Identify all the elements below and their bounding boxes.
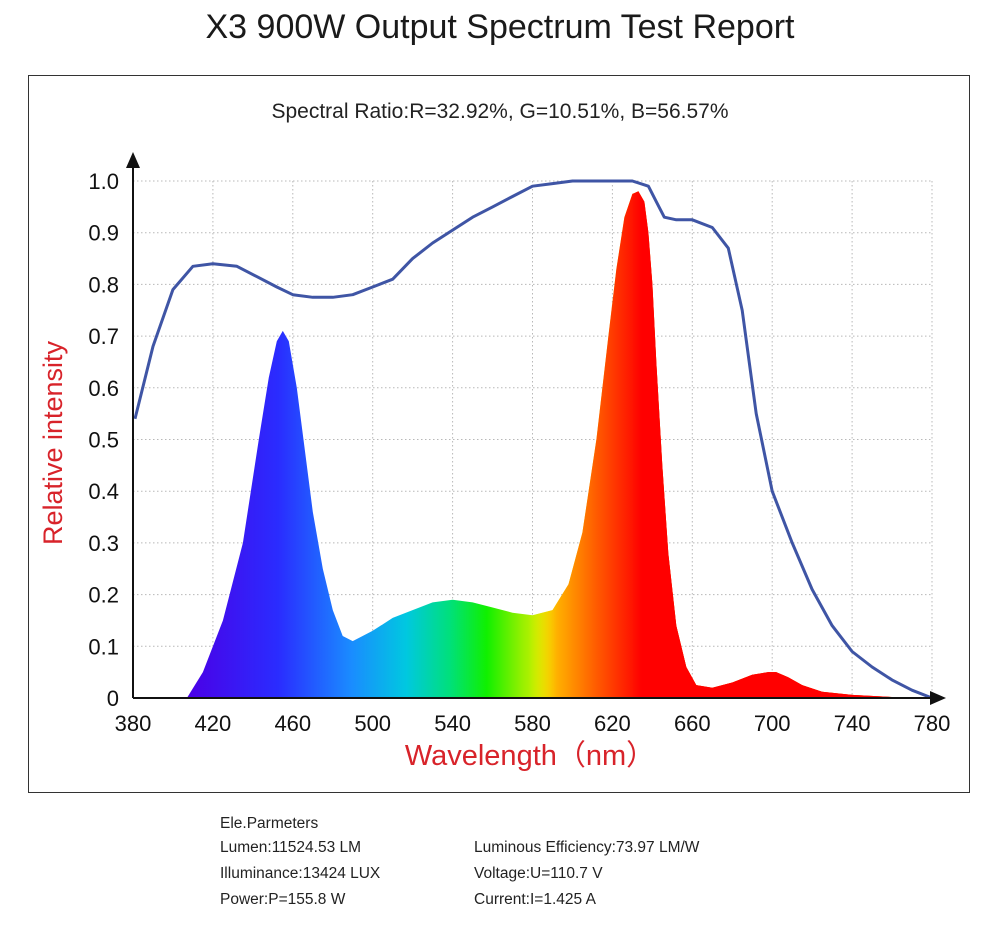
report-title: X3 900W Output Spectrum Test Report — [205, 8, 795, 46]
y-tick-label: 0.3 — [88, 531, 119, 556]
y-tick-label: 0.4 — [88, 479, 119, 504]
envelope-line — [133, 179, 933, 700]
chart-frame — [28, 75, 970, 793]
y-tick-label: 1.0 — [88, 169, 119, 194]
spectrum-area-red — [186, 191, 923, 699]
y-tick-label: 0.1 — [88, 634, 119, 659]
x-tick-label: 660 — [674, 711, 711, 736]
x-axis-arrow — [930, 691, 946, 705]
x-tick-label: 380 — [115, 711, 152, 736]
y-axis-arrow — [126, 152, 140, 168]
x-tick-label: 460 — [274, 711, 311, 736]
chart-marks — [133, 179, 933, 700]
x-tick-label: 740 — [834, 711, 871, 736]
voltage-value: Voltage:U=110.7 V — [474, 865, 603, 882]
electrical-parameters: Ele.Parmeters Lumen:11524.53 LM Luminous… — [220, 815, 699, 917]
spectral-ratio: Spectral Ratio:R=32.92%, G=10.51%, B=56.… — [271, 100, 729, 123]
y-tick-label: 0.8 — [88, 272, 119, 297]
x-tick-label: 580 — [514, 711, 551, 736]
y-tick-label: 0 — [107, 686, 119, 711]
illuminance-value: Illuminance:13424 LUX — [220, 865, 381, 882]
lumen-value: Lumen:11524.53 LM — [220, 839, 362, 856]
x-tick-label: 420 — [195, 711, 232, 736]
y-axis-label: Relative intensity — [38, 340, 68, 545]
x-axis-label: Wavelength（nm） — [405, 740, 655, 772]
x-tick-label: 780 — [914, 711, 951, 736]
efficiency-value: Luminous Efficiency:73.97 LM/W — [474, 839, 700, 856]
chart-axes — [126, 152, 946, 705]
x-tick-label: 540 — [434, 711, 471, 736]
power-value: Power:P=155.8 W — [220, 891, 346, 908]
y-tick-label: 0.9 — [88, 221, 119, 246]
x-tick-label: 500 — [354, 711, 391, 736]
parameters-heading: Ele.Parmeters — [220, 815, 319, 832]
x-tick-label: 700 — [754, 711, 791, 736]
y-tick-label: 0.6 — [88, 376, 119, 401]
x-tick-label: 620 — [594, 711, 631, 736]
y-tick-label: 0.5 — [88, 428, 119, 453]
tick-labels: 380 420 460 500 540 580 620 660 700 740 780 0 0.1 0.2… — [88, 169, 950, 736]
y-tick-label: 0.7 — [88, 324, 119, 349]
y-tick-label: 0.2 — [88, 583, 119, 608]
current-value: Current:I=1.425 A — [474, 891, 596, 908]
